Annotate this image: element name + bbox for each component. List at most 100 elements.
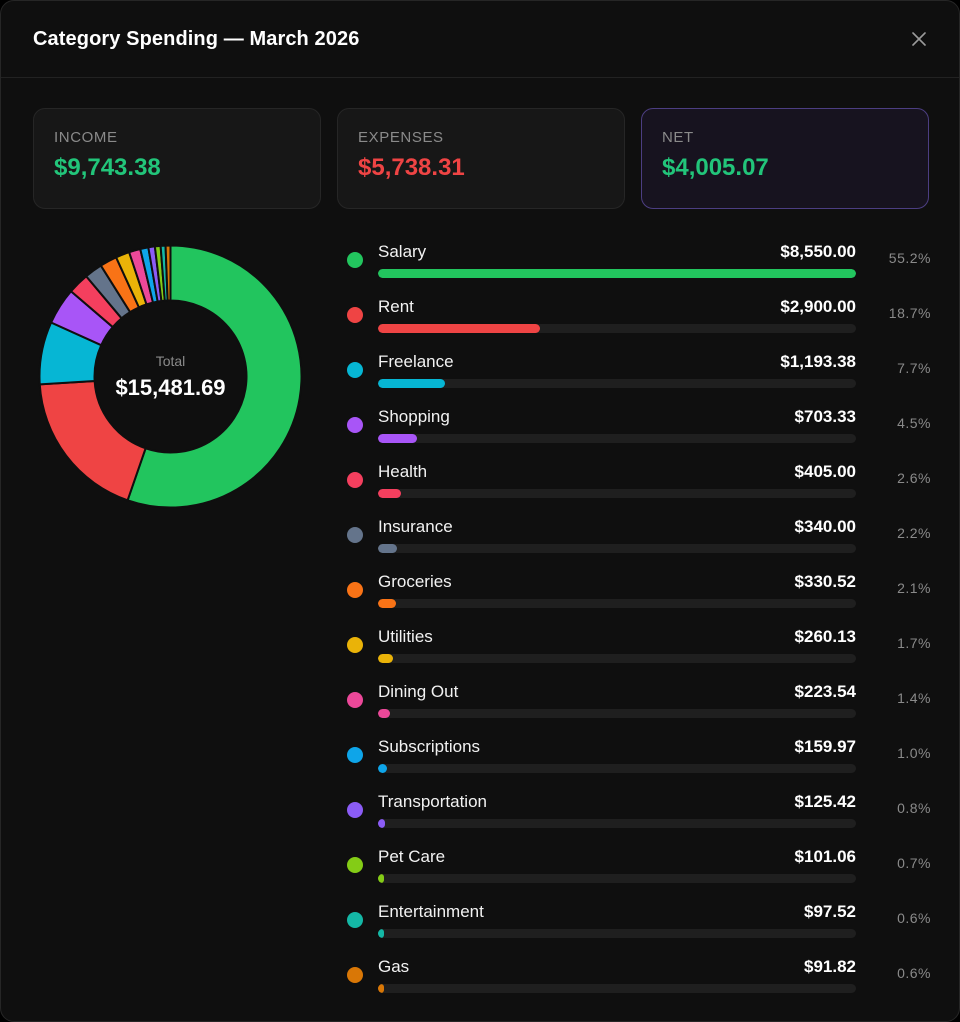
category-color-dot: [347, 967, 363, 983]
net-card: NET $4,005.07: [641, 108, 929, 209]
category-bar-fill: [378, 269, 856, 278]
donut-chart: Total $15,481.69: [33, 239, 308, 514]
category-row[interactable]: Utilities $260.13 1.7%: [347, 624, 939, 679]
donut-slice[interactable]: [126, 244, 303, 509]
category-percent: 2.1%: [897, 580, 931, 596]
category-bar-fill: [378, 929, 384, 938]
category-percent: 1.7%: [897, 635, 931, 651]
category-percent: 0.7%: [897, 855, 931, 871]
category-amount: $340.00: [794, 517, 856, 536]
close-button[interactable]: [905, 25, 933, 53]
donut-slice[interactable]: [164, 244, 172, 302]
category-bar-track: [378, 709, 856, 718]
category-color-dot: [347, 362, 363, 378]
income-value: $9,743.38: [54, 154, 161, 181]
category-bar-track: [378, 324, 856, 333]
expenses-label: EXPENSES: [358, 129, 444, 146]
category-list: Salary $8,550.00 55.2% Rent $2,900.00 18.7% Fr…: [347, 239, 939, 1009]
modal-header: Category Spending — March 2026: [1, 1, 959, 78]
category-row[interactable]: Pet Care $101.06 0.7%: [347, 844, 939, 899]
category-row[interactable]: Subscriptions $159.97 1.0%: [347, 734, 939, 789]
category-bar-track: [378, 434, 856, 443]
category-name: Rent: [378, 297, 414, 316]
category-bar-fill: [378, 654, 393, 663]
category-row[interactable]: Entertainment $97.52 0.6%: [347, 899, 939, 954]
category-row[interactable]: Insurance $340.00 2.2%: [347, 514, 939, 569]
category-name: Freelance: [378, 352, 454, 371]
modal-title: Category Spending — March 2026: [33, 27, 360, 50]
close-icon: [912, 32, 926, 46]
category-row[interactable]: Groceries $330.52 2.1%: [347, 569, 939, 624]
category-bar-fill: [378, 544, 398, 553]
category-amount: $91.82: [804, 957, 856, 976]
category-percent: 1.4%: [897, 690, 931, 706]
category-row[interactable]: Gas $91.82 0.6%: [347, 954, 939, 1009]
category-color-dot: [347, 307, 363, 323]
category-color-dot: [347, 472, 363, 488]
category-bar-fill: [378, 599, 397, 608]
category-row[interactable]: Freelance $1,193.38 7.7%: [347, 349, 939, 404]
category-bar-track: [378, 984, 856, 993]
category-amount: $101.06: [794, 847, 856, 866]
category-name: Groceries: [378, 572, 452, 591]
donut-slice[interactable]: [38, 379, 147, 502]
category-bar-fill: [378, 819, 385, 828]
category-amount: $2,900.00: [780, 297, 856, 316]
category-color-dot: [347, 417, 363, 433]
category-color-dot: [347, 857, 363, 873]
category-amount: $260.13: [794, 627, 856, 646]
category-bar-track: [378, 489, 856, 498]
category-name: Shopping: [378, 407, 450, 426]
category-row[interactable]: Shopping $703.33 4.5%: [347, 404, 939, 459]
category-bar-track: [378, 379, 856, 388]
category-amount: $8,550.00: [780, 242, 856, 261]
category-bar-fill: [378, 709, 391, 718]
category-row[interactable]: Rent $2,900.00 18.7%: [347, 294, 939, 349]
category-amount: $97.52: [804, 902, 856, 921]
category-percent: 7.7%: [897, 360, 931, 376]
category-name: Insurance: [378, 517, 453, 536]
category-row[interactable]: Salary $8,550.00 55.2%: [347, 239, 939, 294]
category-name: Dining Out: [378, 682, 459, 701]
net-value: $4,005.07: [662, 154, 769, 181]
category-name: Health: [378, 462, 428, 481]
expenses-card: EXPENSES $5,738.31: [337, 108, 625, 209]
net-label: NET: [662, 129, 694, 146]
income-label: INCOME: [54, 129, 118, 146]
category-amount: $223.54: [794, 682, 856, 701]
category-percent: 18.7%: [888, 305, 931, 321]
category-percent: 0.6%: [897, 910, 931, 926]
expenses-value: $5,738.31: [358, 154, 465, 181]
category-amount: $159.97: [794, 737, 856, 756]
category-amount: $125.42: [794, 792, 856, 811]
category-percent: 55.2%: [888, 250, 931, 266]
category-bar-fill: [378, 984, 384, 993]
category-amount: $330.52: [794, 572, 856, 591]
category-percent: 0.6%: [897, 965, 931, 981]
category-color-dot: [347, 692, 363, 708]
category-percent: 2.6%: [897, 470, 931, 486]
donut-svg: [38, 244, 303, 509]
category-percent: 0.8%: [897, 800, 931, 816]
category-name: Entertainment: [378, 902, 484, 921]
category-row[interactable]: Health $405.00 2.6%: [347, 459, 939, 514]
category-color-dot: [347, 637, 363, 653]
category-bar-track: [378, 929, 856, 938]
category-amount: $703.33: [794, 407, 856, 426]
category-name: Gas: [378, 957, 410, 976]
category-row[interactable]: Transportation $125.42 0.8%: [347, 789, 939, 844]
category-percent: 4.5%: [897, 415, 931, 431]
category-percent: 1.0%: [897, 745, 931, 761]
category-bar-track: [378, 874, 856, 883]
category-bar-track: [378, 764, 856, 773]
category-row[interactable]: Dining Out $223.54 1.4%: [347, 679, 939, 734]
category-amount: $1,193.38: [780, 352, 856, 371]
category-bar-fill: [378, 874, 385, 883]
category-name: Pet Care: [378, 847, 446, 866]
category-bar-fill: [378, 324, 540, 333]
category-color-dot: [347, 912, 363, 928]
category-bar-track: [378, 269, 856, 278]
category-name: Salary: [378, 242, 427, 261]
category-bar-track: [378, 819, 856, 828]
